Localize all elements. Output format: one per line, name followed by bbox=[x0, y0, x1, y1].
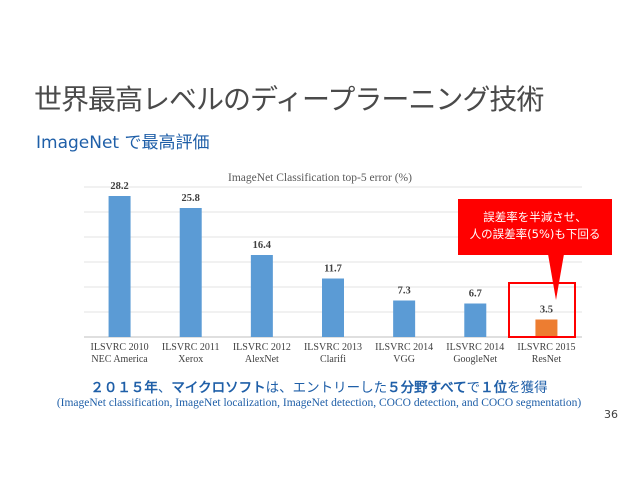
category-label: Clarifi bbox=[320, 354, 346, 365]
bar bbox=[535, 319, 558, 337]
category-label: ILSVRC 2014 bbox=[375, 342, 433, 353]
data-label: 7.3 bbox=[398, 286, 411, 297]
category-label: VGG bbox=[393, 354, 415, 365]
summary-particle: で bbox=[466, 380, 481, 396]
category-label: ILSVRC 2010 bbox=[91, 342, 149, 353]
summary-all-categories: ５分野すべて bbox=[387, 380, 467, 396]
detail-text: (ImageNet classification, ImageNet local… bbox=[56, 397, 582, 409]
chart-title: ImageNet Classification top-5 error (%) bbox=[228, 172, 412, 184]
category-label: ResNet bbox=[532, 354, 562, 365]
callout-pointer bbox=[548, 254, 564, 300]
category-label: AlexNet bbox=[245, 354, 279, 365]
callout-line-2: 人の誤差率(5%)も下回る bbox=[469, 227, 601, 241]
slide-subtitle: ImageNet で最高評価 bbox=[36, 133, 210, 153]
bar bbox=[108, 196, 131, 337]
category-label: NEC America bbox=[91, 354, 148, 365]
summary-text: ２０１５年、マイクロソフトは、エントリーした５分野すべてで１位を獲得 bbox=[0, 376, 638, 396]
highlight-frame bbox=[508, 282, 576, 338]
bar bbox=[322, 278, 344, 337]
category-label: ILSVRC 2011 bbox=[162, 342, 220, 353]
category-label: Xerox bbox=[178, 354, 203, 365]
bar bbox=[464, 303, 487, 337]
data-label: 11.7 bbox=[324, 264, 342, 275]
bar bbox=[179, 208, 202, 337]
summary-year: ２０１５年 bbox=[90, 380, 158, 396]
category-label: GoogleNet bbox=[453, 354, 497, 365]
data-label: 28.2 bbox=[110, 181, 128, 192]
slide-title: 世界最高レベルのディープラーニング技術 bbox=[34, 83, 544, 116]
summary-middle: は、エントリーした bbox=[265, 380, 388, 396]
error-rate-bar-chart: ImageNet Classification top-5 error (%) … bbox=[84, 172, 582, 365]
data-label: 3.5 bbox=[540, 305, 553, 316]
data-label: 16.4 bbox=[253, 240, 272, 251]
bar bbox=[393, 300, 416, 337]
callout-box: 誤差率を半減させ、 人の誤差率(5%)も下回る bbox=[458, 199, 612, 255]
category-label: ILSVRC 2014 bbox=[446, 342, 504, 353]
category-label: ILSVRC 2012 bbox=[233, 342, 291, 353]
chart-bars bbox=[108, 196, 558, 337]
category-label: ILSVRC 2015 bbox=[517, 342, 575, 353]
data-label: 6.7 bbox=[469, 289, 482, 300]
summary-end: を獲得 bbox=[507, 380, 548, 396]
summary-separator: 、 bbox=[157, 380, 172, 396]
summary-first-place: １位 bbox=[480, 380, 508, 396]
data-label: 25.8 bbox=[182, 193, 200, 204]
callout-line-1: 誤差率を半減させ、 bbox=[483, 210, 587, 224]
category-label: ILSVRC 2013 bbox=[304, 342, 362, 353]
summary-company: マイクロソフト bbox=[171, 380, 266, 396]
bar bbox=[250, 255, 273, 337]
page-number: 36 bbox=[604, 408, 618, 421]
